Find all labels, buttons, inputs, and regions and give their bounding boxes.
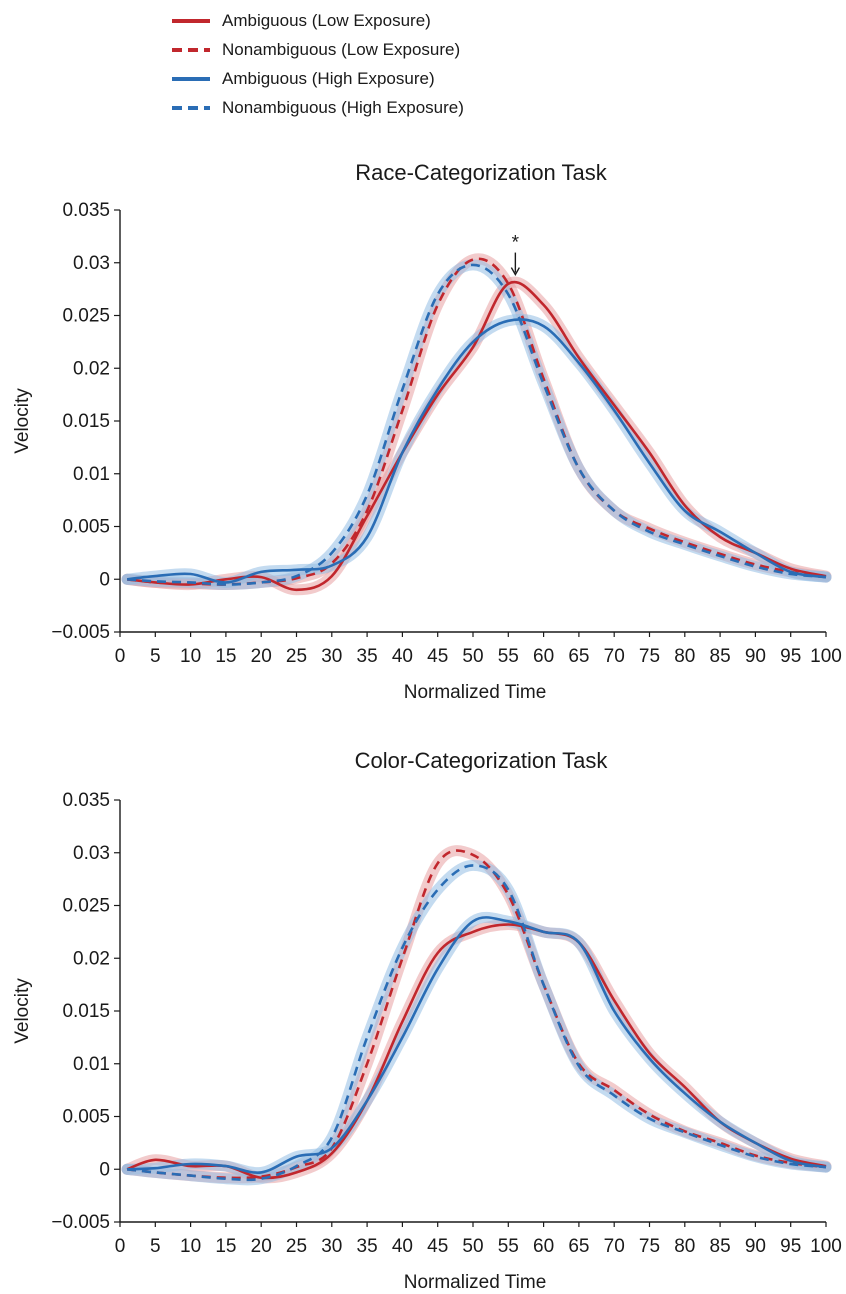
x-tick-label: 25 xyxy=(286,1236,307,1257)
y-tick-label: 0.03 xyxy=(73,253,110,274)
legend-label: Ambiguous (Low Exposure) xyxy=(222,10,431,30)
x-tick-label: 55 xyxy=(498,646,519,667)
color-categorization-chart: Color-Categorization Task Velocity Normali… xyxy=(12,748,842,1293)
y-axis-label: Velocity xyxy=(12,388,33,454)
x-tick-label: 25 xyxy=(286,646,307,667)
y-tick-label: 0 xyxy=(99,569,110,590)
x-tick-label: 70 xyxy=(604,646,625,667)
x-tick-label: 40 xyxy=(392,1236,413,1257)
x-tick-label: 15 xyxy=(215,646,236,667)
y-tick-label: 0.01 xyxy=(73,464,110,485)
x-tick-label: 70 xyxy=(604,1236,625,1257)
x-tick-label: 20 xyxy=(251,1236,272,1257)
y-tick-label: −0.005 xyxy=(51,1212,110,1233)
legend-item: Ambiguous (Low Exposure) xyxy=(172,6,532,35)
series-error-band xyxy=(121,911,832,1179)
x-tick-label: 90 xyxy=(745,1236,766,1257)
legend-swatch xyxy=(172,105,210,110)
x-axis-label: Normalized Time xyxy=(404,1272,547,1293)
x-tick-label: 65 xyxy=(568,1236,589,1257)
x-tick-label: 90 xyxy=(745,646,766,667)
annotation-arrow-head xyxy=(510,267,520,276)
x-tick-label: 0 xyxy=(115,646,126,667)
x-tick-label: 95 xyxy=(780,1236,801,1257)
series-line xyxy=(126,280,827,592)
x-tick-label: 50 xyxy=(462,646,483,667)
series-line xyxy=(126,318,827,584)
x-tick-label: 75 xyxy=(639,646,660,667)
x-tick-label: 100 xyxy=(810,1236,842,1257)
series-line xyxy=(126,849,827,1180)
race-categorization-chart: Race-Categorization Task Velocity Normaliz… xyxy=(12,160,842,703)
series-error-band xyxy=(121,859,832,1186)
y-tick-label: 0.025 xyxy=(62,896,110,917)
x-tick-label: 60 xyxy=(533,646,554,667)
x-tick-label: 40 xyxy=(392,646,413,667)
x-tick-label: 35 xyxy=(357,646,378,667)
x-tick-label: 80 xyxy=(674,1236,695,1257)
legend-swatch xyxy=(172,47,210,52)
x-tick-label: 45 xyxy=(427,1236,448,1257)
x-tick-label: 95 xyxy=(780,646,801,667)
series-error-band xyxy=(121,276,832,596)
x-tick-label: 30 xyxy=(321,646,342,667)
x-axis-label: Normalized Time xyxy=(404,682,547,703)
x-tick-label: 10 xyxy=(180,1236,201,1257)
legend-swatch xyxy=(172,76,210,81)
series-line xyxy=(127,916,827,1174)
y-tick-label: 0.015 xyxy=(62,411,110,432)
y-tick-label: 0.035 xyxy=(62,200,110,221)
x-tick-label: 85 xyxy=(710,1236,731,1257)
x-tick-label: 80 xyxy=(674,646,695,667)
x-tick-label: 55 xyxy=(498,1236,519,1257)
significance-marker: * xyxy=(512,233,520,254)
x-tick-label: 45 xyxy=(427,646,448,667)
legend-item: Nonambiguous (Low Exposure) xyxy=(172,35,532,64)
y-tick-label: 0.015 xyxy=(62,1001,110,1022)
y-tick-label: 0.01 xyxy=(73,1054,110,1075)
series-line xyxy=(126,864,827,1182)
x-tick-label: 15 xyxy=(215,1236,236,1257)
chart-title: Race-Categorization Task xyxy=(355,160,607,185)
x-tick-label: 60 xyxy=(533,1236,554,1257)
legend-swatch xyxy=(172,18,210,23)
x-tick-label: 5 xyxy=(150,646,161,667)
legend-label: Nonambiguous (High Exposure) xyxy=(222,97,464,117)
x-tick-label: 100 xyxy=(810,646,842,667)
y-tick-label: 0.03 xyxy=(73,843,110,864)
series-error-band xyxy=(121,259,832,590)
y-tick-label: 0.025 xyxy=(62,306,110,327)
x-tick-label: 5 xyxy=(150,1236,161,1257)
y-tick-label: 0.02 xyxy=(73,948,110,969)
y-tick-label: 0.035 xyxy=(62,790,110,811)
x-tick-label: 50 xyxy=(462,1236,483,1257)
series-line xyxy=(126,257,827,586)
y-tick-label: 0.005 xyxy=(62,517,110,538)
x-tick-label: 85 xyxy=(710,646,731,667)
legend-item: Nonambiguous (High Exposure) xyxy=(172,93,532,122)
y-tick-label: 0 xyxy=(99,1159,110,1180)
legend-item: Ambiguous (High Exposure) xyxy=(172,64,532,93)
x-tick-label: 65 xyxy=(568,646,589,667)
y-tick-label: 0.02 xyxy=(73,358,110,379)
y-axis-label: Velocity xyxy=(12,978,33,1044)
x-tick-label: 20 xyxy=(251,646,272,667)
legend-label: Nonambiguous (Low Exposure) xyxy=(222,39,461,59)
legend-label: Ambiguous (High Exposure) xyxy=(222,68,435,88)
y-tick-label: 0.005 xyxy=(62,1107,110,1128)
x-tick-label: 10 xyxy=(180,646,201,667)
y-tick-label: −0.005 xyxy=(51,622,110,643)
x-tick-label: 75 xyxy=(639,1236,660,1257)
x-tick-label: 30 xyxy=(321,1236,342,1257)
x-tick-label: 35 xyxy=(357,1236,378,1257)
legend: Ambiguous (Low Exposure) Nonambiguous (Lo… xyxy=(172,6,532,122)
x-tick-label: 0 xyxy=(115,1236,126,1257)
chart-title: Color-Categorization Task xyxy=(355,748,609,773)
